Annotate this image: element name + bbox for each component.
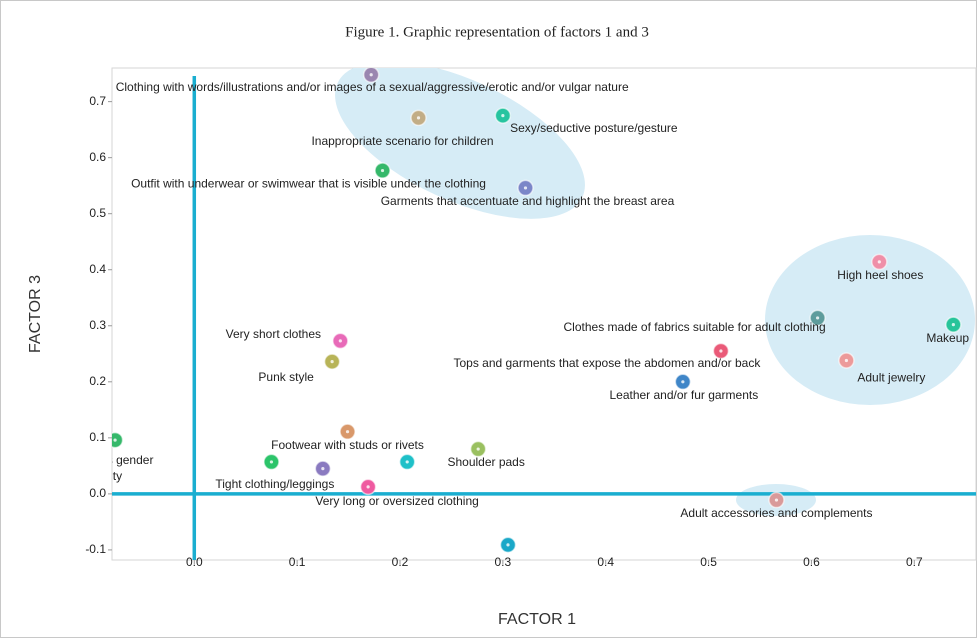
y-tick-label: 0.7 (89, 94, 106, 108)
clusters (335, 68, 975, 516)
y-tick-label: 0.6 (89, 150, 106, 164)
point-label: Adult jewelry (857, 371, 925, 385)
x-tick-label: 0.3 (495, 555, 512, 569)
y-tick-label: 0.4 (89, 262, 106, 276)
point-label: Outfit with underwear or swimwear that i… (131, 177, 486, 191)
y-tick-label: 0.1 (89, 430, 106, 444)
point-center (877, 260, 881, 264)
cluster (335, 68, 585, 219)
point-label: Tight clothing/leggings (215, 477, 334, 491)
point-label: Garments that accentuate and highlight t… (381, 194, 675, 208)
y-tick-label: 0.3 (89, 318, 106, 332)
x-tick-label: 0.2 (392, 555, 409, 569)
point-label: Clothing with words/illustrations and/or… (116, 80, 629, 94)
point-label: Very short clothes (226, 327, 321, 341)
y-tick-label: -0.1 (85, 542, 106, 556)
point-label: Clothes made of fabrics suitable for adu… (564, 320, 826, 334)
point-center (380, 168, 385, 173)
y-tick-label: 0.5 (89, 206, 106, 220)
point-center (330, 360, 334, 364)
x-tick-label: 0.6 (803, 555, 820, 569)
point-center (338, 339, 342, 343)
point-center (269, 460, 274, 464)
point (112, 431, 124, 449)
point-center (405, 460, 409, 464)
point-label: Footwear with studs or rivets (271, 438, 424, 452)
point-center (345, 430, 350, 434)
point-center (113, 438, 117, 442)
point-center (844, 358, 849, 363)
point-center (506, 543, 510, 547)
point-label: Punk style (258, 370, 314, 384)
point-center (321, 467, 325, 471)
point-label: Inappropriate scenario for children (311, 134, 493, 148)
x-axis-title: FACTOR 1 (498, 611, 576, 628)
point-label: Very long or oversized clothing (315, 494, 478, 508)
x-tick-label: 0.7 (906, 555, 923, 569)
point-label: Adult accessories and complements (680, 506, 872, 520)
point-center (951, 323, 955, 327)
point-center (416, 116, 421, 120)
y-tick-label: 0.2 (89, 374, 106, 388)
point-center (366, 485, 370, 489)
plot-area (111, 67, 977, 561)
point-label: Makeup (926, 331, 969, 345)
x-tick-label: 0.5 (700, 555, 717, 569)
x-tick-label: 0.4 (597, 555, 614, 569)
plot: 0.0 0.1 0.2 0.3 0.4 0.5 0.6 0.7 -0.1 0.0 0.1 0.2 0.3… (53, 68, 976, 569)
point-center (816, 316, 820, 320)
point-label: Sexy/seductive posture/gesture (510, 121, 678, 135)
x-tick-label: 0.0 (186, 555, 203, 569)
points: Clothing with words/illustrations and/or… (53, 68, 969, 554)
y-tick-label: 0.0 (89, 486, 106, 500)
point-label: High heel shoes (837, 268, 923, 282)
point-center (774, 498, 779, 502)
point-center (681, 380, 685, 384)
x-tick-label: 0.1 (289, 555, 306, 569)
point-label: Shoulder pads (447, 455, 524, 469)
point-center (476, 447, 480, 451)
point-label: Tops and garments that expose the abdome… (453, 356, 761, 370)
point-center (501, 114, 505, 118)
y-axis-title: FACTOR 3 (27, 275, 44, 353)
cluster (765, 235, 975, 405)
point-label: Leather and/or fur garments (609, 388, 758, 402)
point-label: Ambiguous genderidentity (53, 453, 154, 483)
chart-title: Figure 1. Graphic representation of fact… (345, 24, 649, 40)
point-center (523, 186, 528, 190)
point-center (719, 349, 723, 353)
point-center (369, 73, 373, 77)
